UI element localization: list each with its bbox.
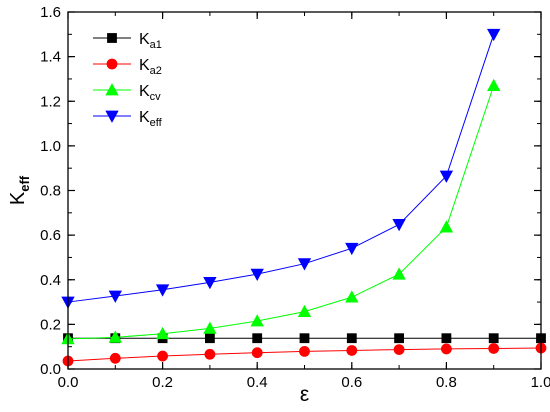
legend-item-Kcv: Kcv	[93, 83, 161, 103]
data-point-Keff	[487, 28, 501, 42]
legend-label-main: K	[139, 57, 150, 74]
y-tick-label: 0.6	[40, 227, 61, 244]
legend-item-Ka1: Ka1	[93, 31, 162, 51]
y-tick-label: 0.8	[40, 183, 61, 200]
legend-label-sub: eff	[150, 117, 163, 129]
data-point-Kcv	[297, 304, 312, 318]
series-line-Keff	[67, 34, 495, 303]
data-point-Kcv	[250, 314, 264, 327]
legend-marker	[106, 58, 118, 70]
data-point-Kcv	[439, 220, 454, 233]
data-point-Keff	[392, 219, 406, 232]
y-tick-label: 1.6	[40, 4, 61, 21]
data-point-Ka2	[393, 344, 405, 355]
x-tick-label: 1.0	[531, 374, 550, 391]
x-tick-label: 0.6	[341, 374, 362, 391]
data-point-Ka2	[346, 345, 358, 356]
data-point-Keff	[155, 284, 170, 297]
data-point-Ka1	[488, 333, 499, 344]
data-point-Keff	[345, 242, 359, 256]
y-axis-title-main: K	[7, 191, 29, 205]
data-point-Keff	[250, 268, 264, 282]
y-tick-label: 0.2	[40, 316, 61, 333]
y-tick-label: 0.4	[40, 272, 61, 289]
legend-label-main: K	[139, 109, 150, 126]
data-point-Ka1	[346, 333, 357, 344]
y-tick-label: 1.0	[40, 138, 61, 155]
data-point-Kcv	[487, 78, 501, 92]
legend-label: Kcv	[139, 83, 161, 103]
legend-label-main: K	[139, 31, 150, 48]
x-tick-label: 0.0	[58, 374, 79, 391]
series-line-Kcv	[67, 85, 495, 340]
series-Keff	[61, 28, 501, 309]
data-point-Ka2	[251, 347, 263, 359]
y-tick-label: 0.0	[40, 361, 61, 378]
data-point-Kcv	[203, 321, 217, 334]
legend-label: Keff	[139, 109, 163, 129]
y-tick-labels: 0.0 0.2 0.4 0.6 0.8 1.0 1.2 1.4 1.6	[40, 4, 61, 378]
legend-label-sub: a1	[150, 39, 162, 51]
series-layer	[61, 28, 547, 367]
legend-item-Ka2: Ka2	[93, 57, 162, 77]
data-point-Ka2	[204, 348, 216, 360]
data-point-Keff	[297, 258, 312, 271]
plot-frame	[67, 11, 542, 370]
data-point-Ka1	[204, 333, 215, 344]
data-point-Ka1	[299, 333, 310, 344]
series-Ka2	[62, 342, 547, 367]
legend-label: Ka1	[139, 31, 162, 51]
data-point-Ka1	[252, 333, 263, 344]
legend-label-sub: a2	[150, 65, 162, 77]
legend-label-main: K	[139, 83, 150, 100]
y-tick-label: 1.4	[40, 49, 61, 66]
data-point-Ka2	[299, 345, 310, 357]
legend-label-sub: cv	[150, 91, 162, 103]
data-point-Kcv	[345, 290, 359, 303]
data-point-Keff	[439, 170, 454, 183]
x-tick-label: 0.8	[436, 374, 457, 391]
x-tick-label: 0.2	[152, 374, 173, 391]
series-Kcv	[61, 78, 501, 345]
y-axis-title-sub: eff	[17, 175, 32, 192]
data-point-Ka1	[394, 333, 405, 344]
data-point-Kcv	[392, 267, 406, 280]
legend-item-Keff: Keff	[93, 109, 163, 129]
legend-label: Ka2	[139, 57, 162, 77]
legend-marker	[105, 83, 119, 96]
data-point-Keff	[203, 277, 217, 290]
series-Ka1	[63, 333, 546, 344]
data-point-Ka2	[440, 343, 452, 355]
data-point-Ka2	[157, 350, 169, 362]
data-point-Kcv	[108, 330, 122, 343]
x-tick-label: 0.4	[247, 374, 268, 391]
data-point-Keff	[108, 290, 122, 303]
data-point-Kcv	[155, 326, 170, 340]
data-point-Ka2	[109, 352, 121, 364]
data-point-Ka2	[488, 343, 500, 354]
y-axis-title: Keff	[7, 175, 32, 205]
data-point-Ka1	[441, 333, 452, 344]
legend-marker	[107, 33, 117, 43]
x-axis-title: ε	[300, 383, 309, 406]
y-tick-label: 1.2	[40, 93, 61, 110]
x-tick-labels: 0.0 0.2 0.4 0.6 0.8 1.0	[58, 374, 550, 391]
legend-marker	[105, 110, 119, 123]
